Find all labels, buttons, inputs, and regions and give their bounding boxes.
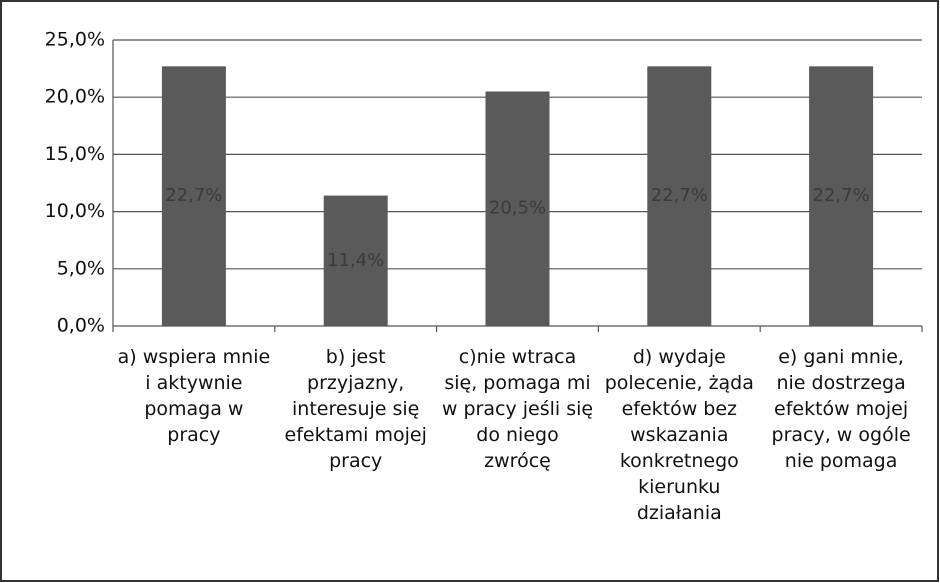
bar: [323, 195, 388, 326]
y-tick-label: 0,0%: [57, 315, 105, 337]
bar: [647, 66, 712, 326]
x-tick-label: e) gani mnie, nie dostrzega efektów mojej p…: [772, 346, 911, 472]
y-tick-label: 5,0%: [57, 257, 105, 279]
bar: [809, 66, 874, 326]
x-tick-label: b) jest przyjazny, interesuje się efektami …: [285, 346, 427, 472]
value-label: 22,7%: [165, 185, 222, 206]
bar: [485, 91, 550, 326]
y-tick-label: 25,0%: [45, 29, 105, 51]
value-label: 22,7%: [813, 185, 870, 206]
y-tick-label: 10,0%: [45, 200, 105, 222]
value-label: 11,4%: [327, 250, 384, 271]
x-tick-label: d) wydaje polecenie, żąda efektów bez wskaz…: [605, 346, 754, 524]
x-tick-label: a) wspiera mnie i aktywnie pomaga w pracy: [118, 346, 271, 446]
x-tick-label: c)nie wtraca się, pomaga mi w pracy jeśli …: [442, 346, 593, 472]
value-label: 22,7%: [651, 185, 708, 206]
value-label: 20,5%: [489, 198, 546, 219]
bar: [161, 66, 226, 326]
y-tick-label: 20,0%: [45, 86, 105, 108]
y-tick-label: 15,0%: [45, 143, 105, 165]
